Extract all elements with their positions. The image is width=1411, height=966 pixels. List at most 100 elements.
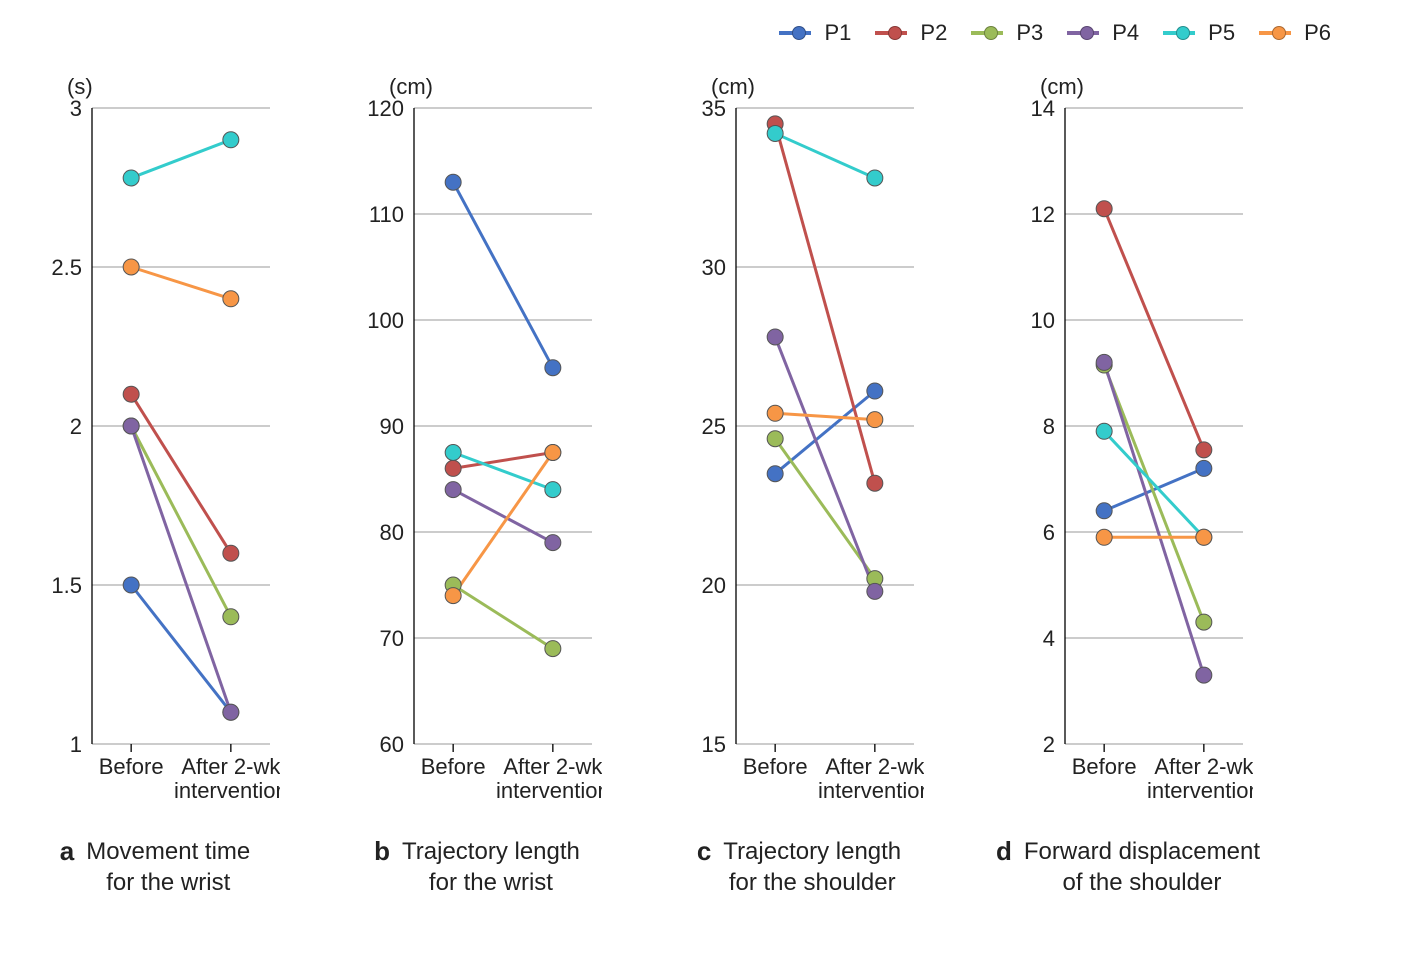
- series-marker-p5: [445, 445, 461, 461]
- x-category-label: intervention: [818, 778, 924, 803]
- y-tick-label: 80: [380, 520, 404, 545]
- series-marker-p2: [867, 475, 883, 491]
- panel-caption-text: Movement timefor the wrist: [86, 836, 250, 898]
- series-marker-p4: [767, 329, 783, 345]
- series-marker-p5: [223, 132, 239, 148]
- x-category-label: After 2-wk: [825, 754, 924, 779]
- series-marker-p5: [1096, 423, 1112, 439]
- series-marker-p1: [1196, 460, 1212, 476]
- panel-svg-d: (cm)2468101214BeforeAfter 2-wkinterventi…: [1003, 64, 1253, 824]
- series-marker-p2: [123, 386, 139, 402]
- panel-letter: c: [697, 836, 711, 867]
- panel-d: (cm)2468101214BeforeAfter 2-wkinterventi…: [996, 64, 1260, 898]
- panel-svg-b: (cm)60708090100110120BeforeAfter 2-wkint…: [352, 64, 602, 824]
- series-line-p3: [453, 585, 553, 649]
- y-tick-label: 8: [1043, 414, 1055, 439]
- series-marker-p2: [223, 545, 239, 561]
- series-line-p4: [775, 337, 875, 591]
- series-marker-p4: [867, 583, 883, 599]
- y-tick-label: 4: [1043, 626, 1055, 651]
- panel-caption: aMovement timefor the wrist: [60, 836, 251, 898]
- legend-item-p4: P4: [1067, 20, 1139, 46]
- y-tick-label: 120: [367, 96, 404, 121]
- y-tick-label: 2: [70, 414, 82, 439]
- legend-label: P5: [1208, 20, 1235, 46]
- series-marker-p5: [767, 125, 783, 141]
- y-tick-label: 2: [1043, 732, 1055, 757]
- y-tick-label: 15: [702, 732, 726, 757]
- legend-marker-icon: [888, 26, 902, 40]
- series-marker-p4: [1096, 354, 1112, 370]
- y-tick-label: 20: [702, 573, 726, 598]
- panel-c: (cm)1520253035BeforeAfter 2-wkinterventi…: [674, 64, 924, 898]
- y-tick-label: 25: [702, 414, 726, 439]
- legend-marker-icon: [1176, 26, 1190, 40]
- series-marker-p6: [445, 588, 461, 604]
- x-category-label: After 2-wk: [1154, 754, 1253, 779]
- legend: P1 P2 P3 P4 P5 P6: [20, 20, 1391, 46]
- series-marker-p2: [1196, 442, 1212, 458]
- series-marker-p3: [1196, 614, 1212, 630]
- y-tick-label: 60: [380, 732, 404, 757]
- x-category-label: intervention: [1147, 778, 1253, 803]
- y-tick-label: 70: [380, 626, 404, 651]
- series-marker-p6: [767, 405, 783, 421]
- series-marker-p2: [1096, 201, 1112, 217]
- figure-multi-panel: P1P2P3P4P5P6 (s)11.522.53BeforeAfter 2-w…: [20, 20, 1391, 898]
- y-tick-label: 30: [702, 255, 726, 280]
- series-line-p6: [131, 267, 231, 299]
- panel-letter: d: [996, 836, 1012, 867]
- legend-item-p2: P2: [875, 20, 947, 46]
- y-tick-label: 35: [702, 96, 726, 121]
- series-marker-p1: [545, 360, 561, 376]
- panel-svg-c: (cm)1520253035BeforeAfter 2-wkinterventi…: [674, 64, 924, 824]
- series-marker-p1: [1096, 503, 1112, 519]
- legend-item-p1: P1: [779, 20, 851, 46]
- y-tick-label: 6: [1043, 520, 1055, 545]
- series-line-p3: [131, 426, 231, 617]
- series-marker-p5: [545, 482, 561, 498]
- series-line-p6: [775, 413, 875, 419]
- series-marker-p4: [545, 535, 561, 551]
- x-category-label: Before: [99, 754, 164, 779]
- series-marker-p5: [867, 170, 883, 186]
- y-tick-label: 2.5: [51, 255, 82, 280]
- panel-svg-a: (s)11.522.53BeforeAfter 2-wkintervention: [30, 64, 280, 824]
- series-marker-p4: [1196, 667, 1212, 683]
- series-line-p2: [775, 124, 875, 483]
- series-line-p1: [131, 585, 231, 712]
- legend-label: P2: [920, 20, 947, 46]
- y-tick-label: 1: [70, 732, 82, 757]
- series-marker-p6: [1196, 529, 1212, 545]
- series-line-p2: [131, 394, 231, 553]
- series-line-p4: [1104, 362, 1204, 675]
- panel-caption: d Forward displacementof the shoulder: [996, 836, 1260, 898]
- y-tick-label: 1.5: [51, 573, 82, 598]
- legend-marker-icon: [1272, 26, 1286, 40]
- legend-item-p3: P3: [971, 20, 1043, 46]
- series-marker-p3: [223, 609, 239, 625]
- series-marker-p3: [767, 431, 783, 447]
- x-category-label: Before: [421, 754, 486, 779]
- series-line-p5: [131, 140, 231, 178]
- series-marker-p1: [123, 577, 139, 593]
- y-tick-label: 100: [367, 308, 404, 333]
- legend-marker-icon: [984, 26, 998, 40]
- panels-row: (s)11.522.53BeforeAfter 2-wkintervention…: [20, 64, 1391, 898]
- series-marker-p5: [123, 170, 139, 186]
- series-line-p4: [131, 426, 231, 712]
- x-category-label: Before: [743, 754, 808, 779]
- panel-caption-text: Forward displacementof the shoulder: [1024, 836, 1260, 898]
- x-category-label: intervention: [496, 778, 602, 803]
- legend-marker-icon: [792, 26, 806, 40]
- legend-marker-icon: [1080, 26, 1094, 40]
- legend-item-p5: P5: [1163, 20, 1235, 46]
- panel-caption-text: Trajectory lengthfor the shoulder: [723, 836, 901, 898]
- series-marker-p6: [223, 291, 239, 307]
- series-line-p5: [453, 453, 553, 490]
- y-tick-label: 3: [70, 96, 82, 121]
- series-line-p3: [1104, 365, 1204, 622]
- legend-label: P6: [1304, 20, 1331, 46]
- series-marker-p3: [545, 641, 561, 657]
- series-line-p4: [453, 490, 553, 543]
